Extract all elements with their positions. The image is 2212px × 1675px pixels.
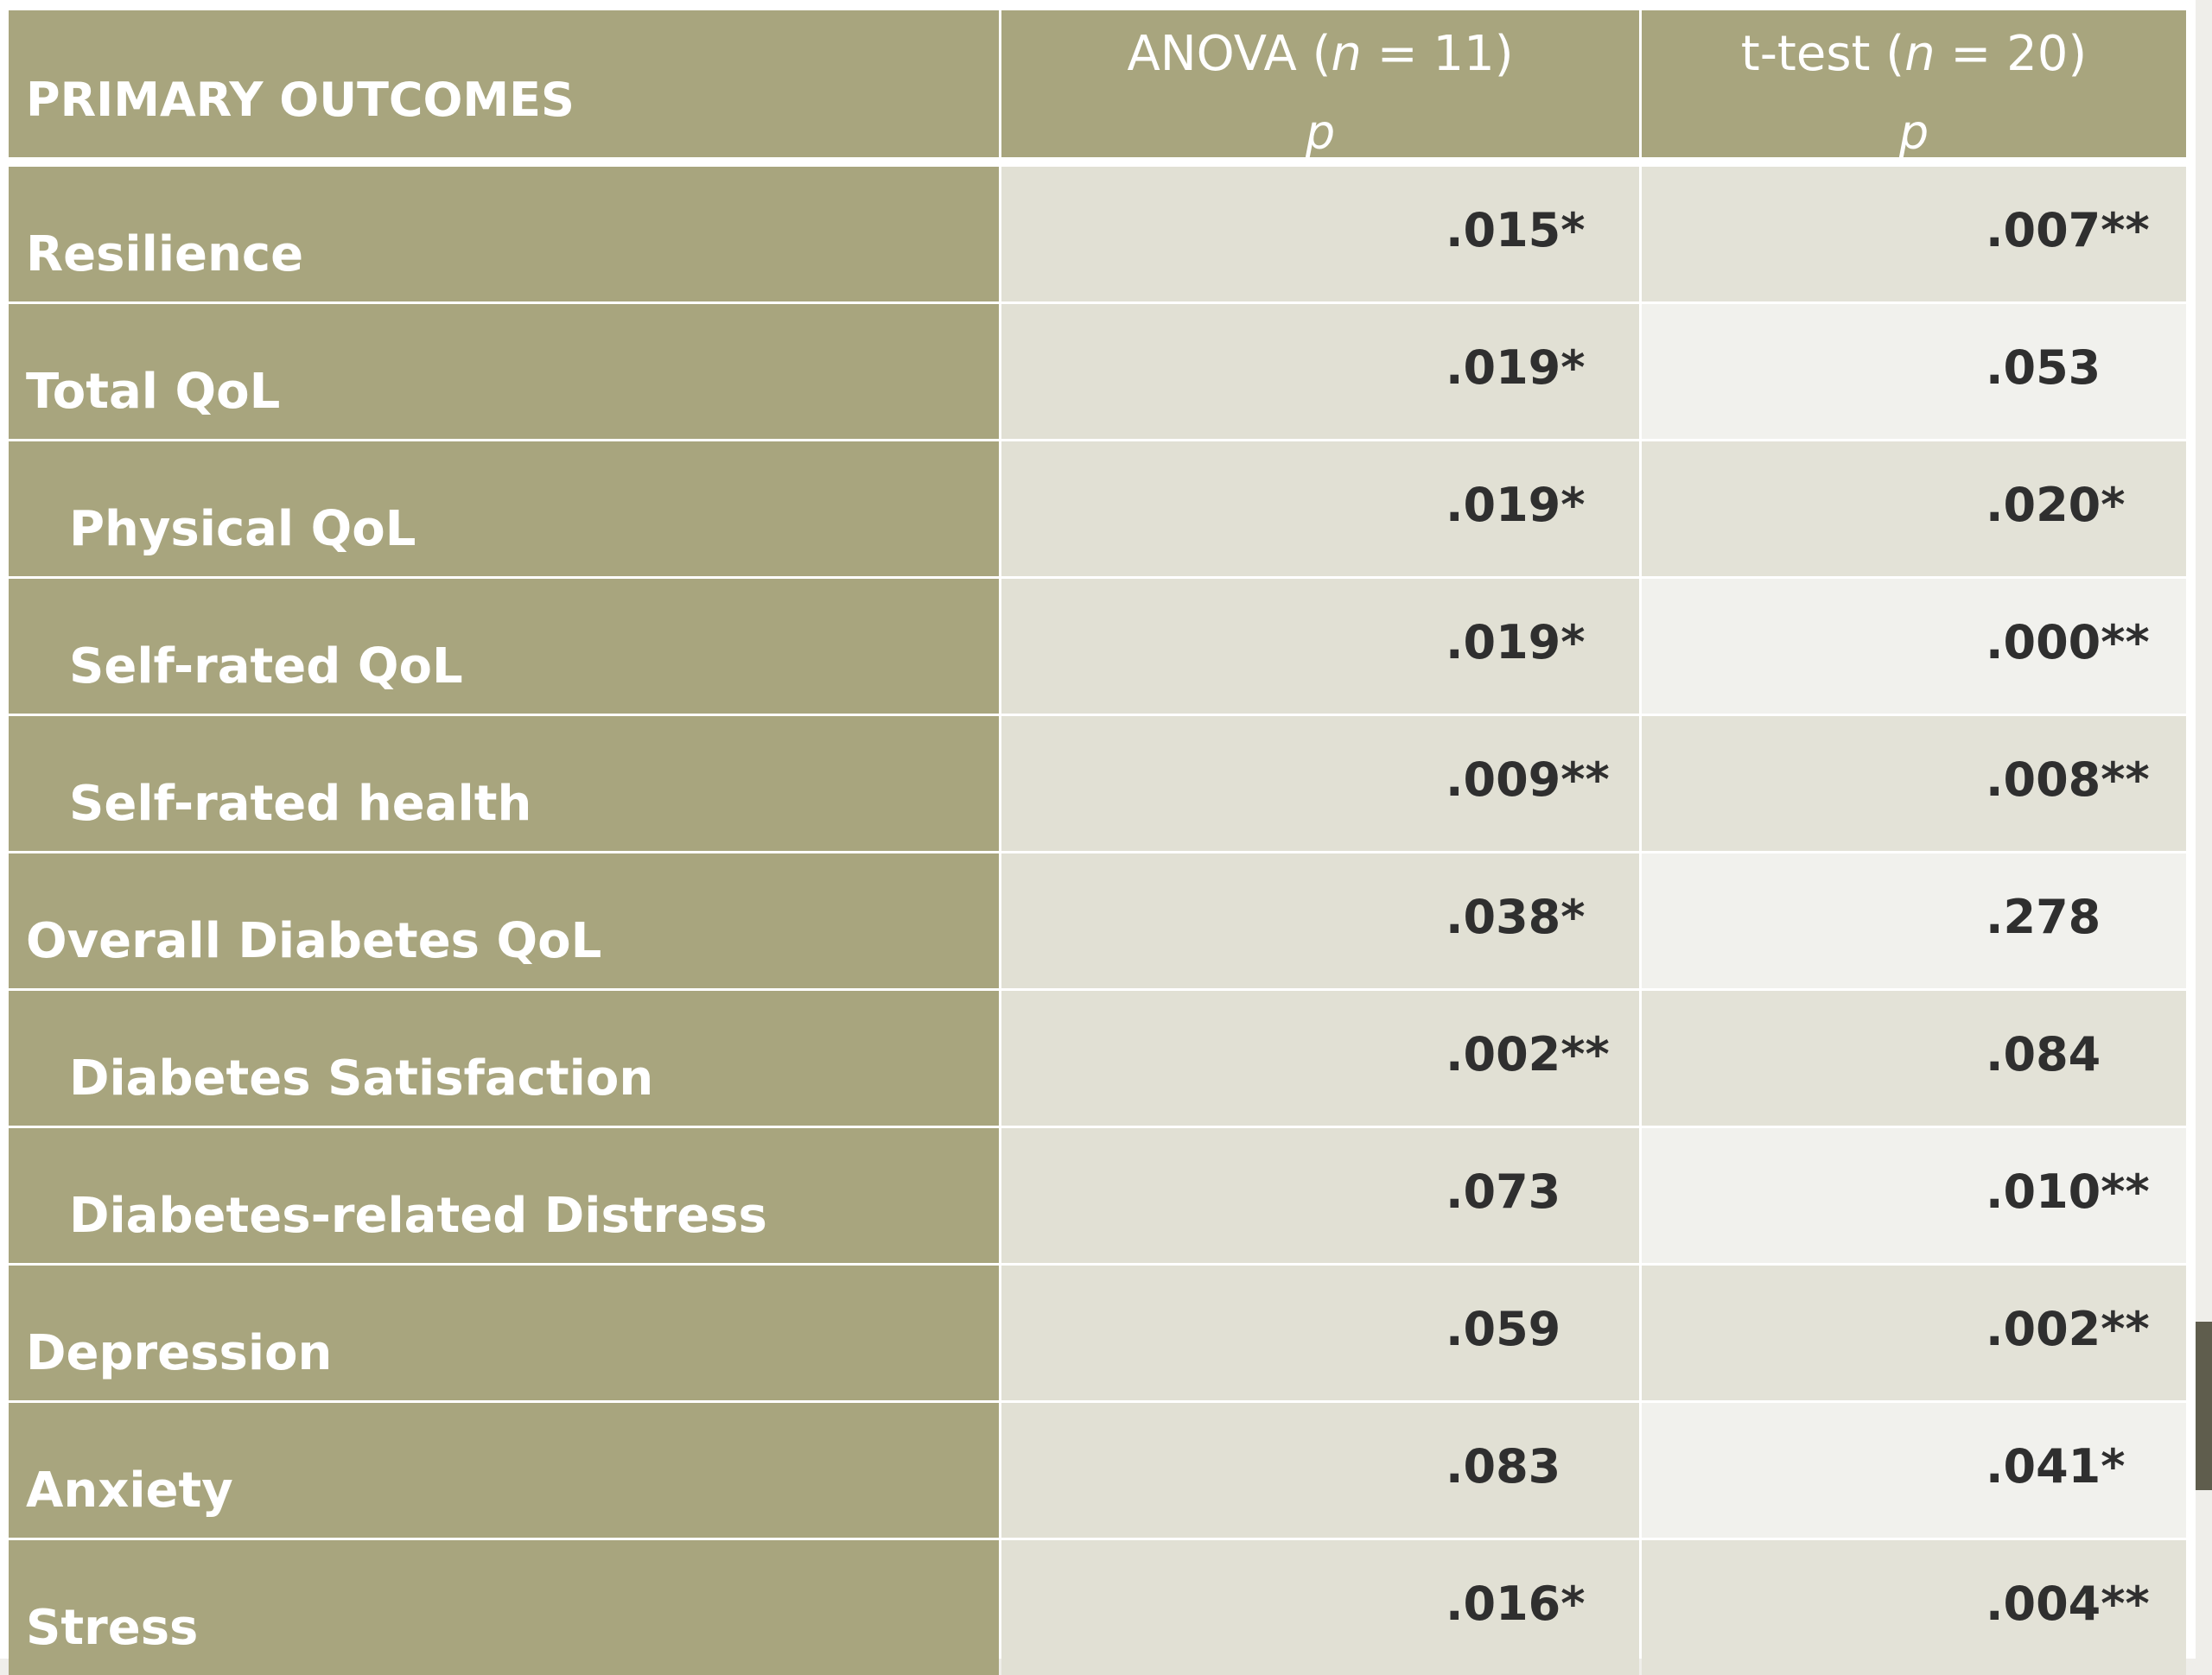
ttest-p-overall-diabetes-qol: .278 bbox=[1642, 853, 2186, 988]
row-label-diabetes-related-distress: Diabetes-related Distress bbox=[9, 1128, 999, 1263]
outcome-label: Diabetes-related Distress bbox=[69, 1188, 767, 1244]
ttest-p-value: .053 bbox=[1986, 340, 2101, 395]
row-label-diabetes-satisfaction: Diabetes Satisfaction bbox=[9, 991, 999, 1126]
header-anova-label: ANOVA ( bbox=[1127, 26, 1332, 82]
header-ttest-n-value: = 20) bbox=[1935, 26, 2088, 82]
anova-p-stress: .016* bbox=[1001, 1540, 1639, 1675]
anova-p-value: .002** bbox=[1446, 1027, 1610, 1082]
header-primary-outcomes: PRIMARY OUTCOMES bbox=[9, 10, 999, 164]
header-ttest-p: p bbox=[1898, 105, 1929, 160]
ttest-p-value: .020* bbox=[1986, 478, 2126, 532]
outcome-label: Total QoL bbox=[26, 364, 281, 420]
ttest-p-diabetes-related-distress: .010** bbox=[1642, 1128, 2186, 1263]
header-anova-p: p bbox=[1305, 105, 1336, 160]
anova-p-physical-qol: .019* bbox=[1001, 441, 1639, 576]
outcome-label: Stress bbox=[26, 1600, 199, 1656]
outcome-label: Anxiety bbox=[26, 1462, 233, 1519]
outcome-label: Self-rated health bbox=[69, 776, 532, 832]
ttest-p-self-rated-health: .008** bbox=[1642, 716, 2186, 851]
ttest-p-value: .278 bbox=[1986, 890, 2101, 944]
outcome-label: Diabetes Satisfaction bbox=[69, 1050, 654, 1107]
row-label-depression: Depression bbox=[9, 1266, 999, 1400]
ttest-p-value: .004** bbox=[1986, 1577, 2150, 1631]
header-ttest-title: t-test (n = 20) bbox=[1642, 26, 2186, 82]
header-anova-title: ANOVA (n = 11) bbox=[1001, 26, 1639, 82]
ttest-p-value: .010** bbox=[1986, 1164, 2150, 1219]
anova-p-value: .009** bbox=[1446, 752, 1610, 807]
row-label-resilience: Resilience bbox=[9, 167, 999, 301]
row-label-self-rated-qol: Self-rated QoL bbox=[9, 579, 999, 714]
ttest-p-resilience: .007** bbox=[1642, 167, 2186, 301]
anova-p-value: .083 bbox=[1446, 1439, 1561, 1494]
ttest-p-value: .084 bbox=[1986, 1027, 2101, 1082]
anova-p-value: .059 bbox=[1446, 1302, 1561, 1356]
ttest-p-anxiety: .041* bbox=[1642, 1403, 2186, 1538]
ttest-p-value: .008** bbox=[1986, 752, 2150, 807]
anova-p-diabetes-satisfaction: .002** bbox=[1001, 991, 1639, 1126]
anova-p-total-qol: .019* bbox=[1001, 304, 1639, 439]
anova-p-anxiety: .083 bbox=[1001, 1403, 1639, 1538]
anova-p-depression: .059 bbox=[1001, 1266, 1639, 1400]
row-label-anxiety: Anxiety bbox=[9, 1403, 999, 1538]
outcome-label: Self-rated QoL bbox=[69, 638, 463, 695]
ttest-p-value: .007** bbox=[1986, 203, 2150, 257]
anova-p-overall-diabetes-qol: .038* bbox=[1001, 853, 1639, 988]
row-label-overall-diabetes-qol: Overall Diabetes QoL bbox=[9, 853, 999, 988]
anova-p-resilience: .015* bbox=[1001, 167, 1639, 301]
outcome-label: Overall Diabetes QoL bbox=[26, 913, 602, 969]
header-anova-n-value: = 11) bbox=[1361, 26, 1514, 82]
outcome-label: Physical QoL bbox=[69, 501, 416, 557]
header-ttest-label: t-test ( bbox=[1740, 26, 1905, 82]
ttest-p-value: .002** bbox=[1986, 1302, 2150, 1356]
anova-p-value: .038* bbox=[1446, 890, 1586, 944]
ttest-p-self-rated-qol: .000** bbox=[1642, 579, 2186, 714]
ttest-p-value: .041* bbox=[1986, 1439, 2126, 1494]
anova-p-value: .016* bbox=[1446, 1577, 1586, 1631]
results-table-grid: PRIMARY OUTCOMES ANOVA (n = 11) p t-test… bbox=[9, 10, 2186, 1675]
row-label-total-qol: Total QoL bbox=[9, 304, 999, 439]
header-ttest: t-test (n = 20) p bbox=[1642, 10, 2186, 164]
header-anova-n: n bbox=[1331, 26, 1362, 82]
outcome-label: Resilience bbox=[26, 226, 304, 282]
ttest-p-depression: .002** bbox=[1642, 1266, 2186, 1400]
anova-p-self-rated-qol: .019* bbox=[1001, 579, 1639, 714]
ttest-p-physical-qol: .020* bbox=[1642, 441, 2186, 576]
header-primary-outcomes-label: PRIMARY OUTCOMES bbox=[26, 73, 575, 127]
ttest-p-stress: .004** bbox=[1642, 1540, 2186, 1675]
ttest-p-total-qol: .053 bbox=[1642, 304, 2186, 439]
row-label-stress: Stress bbox=[9, 1540, 999, 1675]
row-label-self-rated-health: Self-rated health bbox=[9, 716, 999, 851]
header-anova: ANOVA (n = 11) p bbox=[1001, 10, 1639, 164]
anova-p-value: .019* bbox=[1446, 340, 1586, 395]
anova-p-diabetes-related-distress: .073 bbox=[1001, 1128, 1639, 1263]
header-ttest-n: n bbox=[1904, 26, 1936, 82]
ttest-p-value: .000** bbox=[1986, 615, 2150, 669]
outcome-label: Depression bbox=[26, 1325, 333, 1381]
anova-p-value: .073 bbox=[1446, 1164, 1561, 1219]
anova-p-value: .015* bbox=[1446, 203, 1586, 257]
row-label-physical-qol: Physical QoL bbox=[9, 441, 999, 576]
ttest-p-diabetes-satisfaction: .084 bbox=[1642, 991, 2186, 1126]
anova-p-value: .019* bbox=[1446, 615, 1586, 669]
anova-p-self-rated-health: .009** bbox=[1001, 716, 1639, 851]
anova-p-value: .019* bbox=[1446, 478, 1586, 532]
